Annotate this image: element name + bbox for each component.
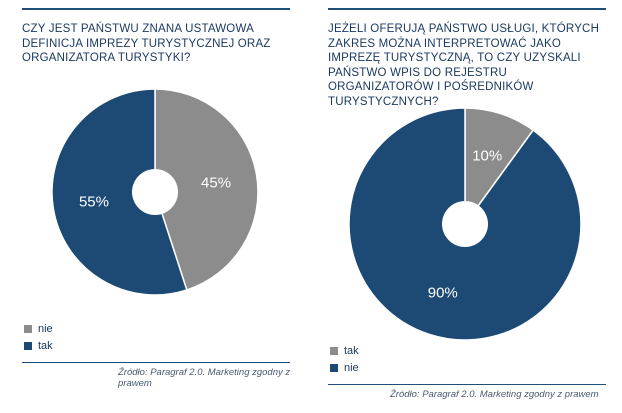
legend-label: tak [38, 339, 53, 352]
legend-item-tak: tak [24, 337, 53, 354]
donut-chart: 10% 90% [348, 107, 582, 341]
legend-swatch [330, 346, 338, 355]
legend-label: nie [38, 322, 53, 335]
bottom-divider [328, 384, 606, 385]
chart-title: JEŻELI OFERUJĄ PAŃSTWO USŁUGI, KTÓRYCH Z… [328, 23, 600, 108]
bottom-divider [22, 362, 290, 363]
donut-chart: 45% 55% [51, 88, 259, 296]
donut-hole [132, 169, 178, 215]
legend: nie tak [24, 320, 53, 354]
legend-swatch [24, 341, 32, 350]
slice-value-label: 90% [428, 284, 458, 301]
legend: tak nie [330, 342, 359, 376]
slice-value-label: 55% [79, 194, 109, 211]
legend-label: nie [344, 361, 359, 374]
legend-item-tak: tak [330, 342, 359, 359]
legend-swatch [330, 363, 338, 372]
chart-panel-left: CZY JEST PAŃSTWU ZNANA USTAWOWA DEFINICJ… [0, 0, 300, 413]
source-note: Źródło: Paragraf 2.0. Marketing zgodny z… [390, 389, 599, 400]
pie-slice-tak [464, 107, 535, 227]
legend-item-nie: nie [330, 359, 359, 376]
source-note: Źródło: Paragraf 2.0. Marketing zgodny z… [118, 367, 291, 389]
legend-item-nie: nie [24, 320, 53, 337]
legend-label: tak [344, 344, 359, 357]
top-divider [328, 8, 606, 10]
top-divider [22, 8, 290, 10]
pie-slice-tak [51, 88, 188, 296]
slice-value-label: 45% [201, 174, 231, 191]
donut-hole [442, 201, 488, 247]
legend-swatch [24, 324, 32, 333]
slice-value-label: 10% [472, 148, 502, 165]
chart-panel-right: JEŻELI OFERUJĄ PAŃSTWO USŁUGI, KTÓRYCH Z… [312, 0, 622, 413]
chart-title: CZY JEST PAŃSTWU ZNANA USTAWOWA DEFINICJ… [22, 23, 271, 64]
pie-slice-nie [154, 88, 259, 291]
